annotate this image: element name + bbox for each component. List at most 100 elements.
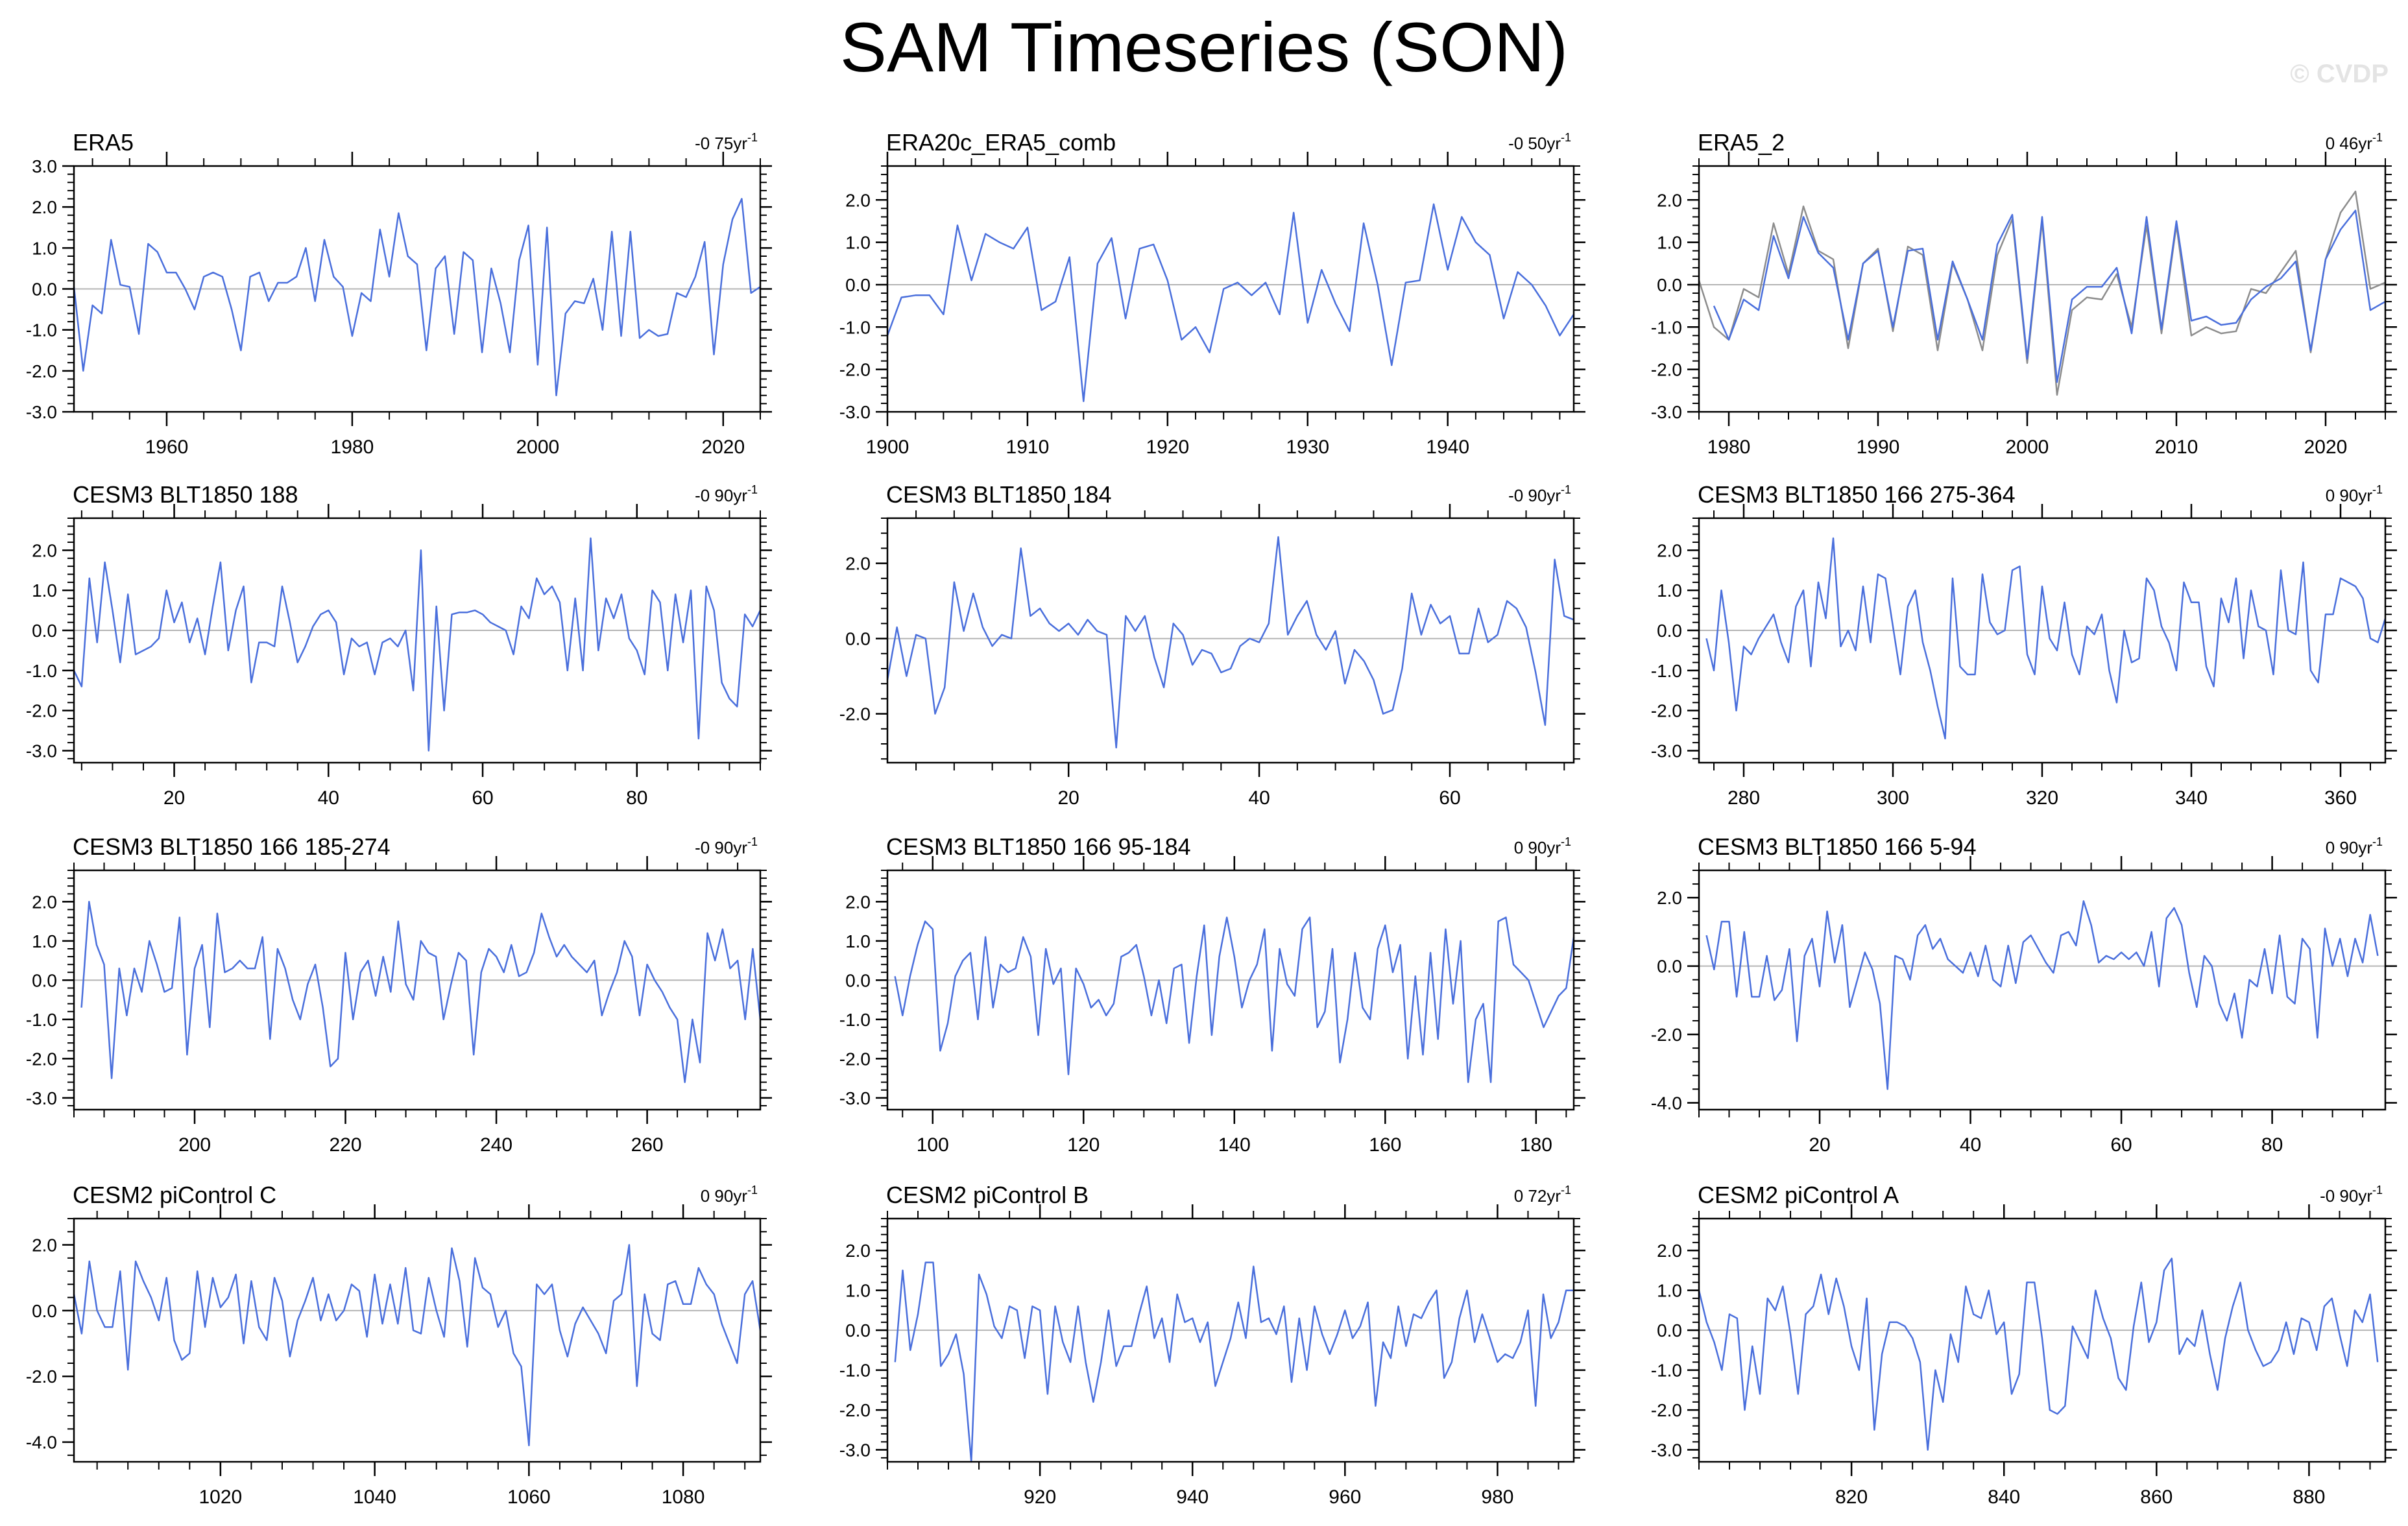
x-tick-label: 340 bbox=[2175, 787, 2208, 809]
x-tick-label: 320 bbox=[2026, 787, 2058, 809]
x-tick-label: 1980 bbox=[331, 436, 374, 458]
y-tick-label: 1.0 bbox=[1657, 1281, 1682, 1301]
plot-frame bbox=[73, 517, 762, 764]
y-tick-label: 0.0 bbox=[845, 1320, 871, 1341]
x-tick-label: 360 bbox=[2324, 787, 2357, 809]
x-tick-label: 1920 bbox=[1146, 436, 1189, 458]
page-title: SAM Timeseries (SON) bbox=[839, 8, 1569, 86]
plot-frame bbox=[73, 869, 762, 1111]
x-tick-label: 1940 bbox=[1426, 436, 1469, 458]
chart-panel: CESM3 BLT1850 166 275-364 0 90yr-1 280 300 3… bbox=[1651, 481, 2397, 809]
x-tick-label: 2020 bbox=[2304, 436, 2348, 458]
x-tick-label: 80 bbox=[2261, 1134, 2283, 1156]
x-tick-label: 40 bbox=[1248, 787, 1270, 809]
y-tick-label: 0.0 bbox=[1657, 275, 1682, 295]
y-tick-label: -2.0 bbox=[26, 1366, 57, 1387]
chart-panel: ERA5 -0 75yr-1 1960 1980 2000 2020 -3.0 -2.0 -1.… bbox=[26, 129, 772, 458]
x-tick-label: 1060 bbox=[507, 1486, 551, 1508]
x-tick-label: 820 bbox=[1835, 1486, 1868, 1508]
y-tick-label: -3.0 bbox=[839, 1440, 871, 1460]
y-tick-label: 2.0 bbox=[845, 554, 871, 574]
y-tick-label: -1.0 bbox=[1651, 661, 1682, 681]
y-tick-label: -2.0 bbox=[1651, 1025, 1682, 1045]
y-tick-label: -1.0 bbox=[26, 1010, 57, 1030]
y-tick-label: 2.0 bbox=[1657, 540, 1682, 560]
plot-frame bbox=[886, 165, 1575, 413]
y-tick-label: 2.0 bbox=[1657, 190, 1682, 210]
y-tick-label: -4.0 bbox=[1651, 1093, 1682, 1113]
x-tick-label: 1040 bbox=[353, 1486, 396, 1508]
y-tick-label: 1.0 bbox=[32, 238, 57, 258]
x-tick-label: 180 bbox=[1520, 1134, 1552, 1156]
plot-frame bbox=[1698, 869, 2387, 1111]
y-tick-label: -1.0 bbox=[26, 661, 57, 681]
x-tick-label: 200 bbox=[178, 1134, 211, 1156]
x-tick-label: 40 bbox=[1960, 1134, 1981, 1156]
y-tick-label: -2.0 bbox=[1651, 701, 1682, 721]
plot-frame bbox=[73, 1217, 762, 1463]
panel-title: CESM2 piControl B bbox=[886, 1182, 1089, 1208]
y-tick-label: 1.0 bbox=[32, 931, 57, 951]
x-tick-label: 260 bbox=[631, 1134, 664, 1156]
y-tick-label: 0.0 bbox=[32, 1301, 57, 1321]
y-tick-label: 2.0 bbox=[1657, 888, 1682, 908]
y-tick-label: 1.0 bbox=[32, 580, 57, 601]
x-tick-label: 1080 bbox=[662, 1486, 705, 1508]
x-tick-label: 940 bbox=[1176, 1486, 1209, 1508]
trend-label: 0 90yr-1 bbox=[701, 1184, 758, 1206]
x-tick-label: 80 bbox=[626, 787, 647, 809]
x-tick-label: 20 bbox=[1809, 1134, 1830, 1156]
y-tick-label: 0.0 bbox=[32, 621, 57, 641]
x-tick-label: 40 bbox=[318, 787, 339, 809]
y-tick-label: 2.0 bbox=[845, 892, 871, 912]
x-tick-label: 920 bbox=[1024, 1486, 1056, 1508]
x-tick-label: 160 bbox=[1369, 1134, 1401, 1156]
y-tick-label: -1.0 bbox=[1651, 317, 1682, 337]
x-tick-label: 60 bbox=[2110, 1134, 2132, 1156]
series-line bbox=[73, 1244, 762, 1446]
x-tick-label: 880 bbox=[2293, 1486, 2325, 1508]
y-tick-label: 2.0 bbox=[32, 197, 57, 217]
y-tick-label: -3.0 bbox=[26, 1088, 57, 1108]
panel-title: CESM2 piControl C bbox=[73, 1182, 276, 1208]
y-tick-label: 0.0 bbox=[1657, 1320, 1682, 1341]
y-tick-label: 0.0 bbox=[32, 970, 57, 990]
x-tick-label: 280 bbox=[1728, 787, 1760, 809]
x-tick-label: 120 bbox=[1067, 1134, 1100, 1156]
y-tick-label: -2.0 bbox=[1651, 1400, 1682, 1420]
x-tick-label: 20 bbox=[163, 787, 185, 809]
plot-frame bbox=[1698, 517, 2387, 764]
x-tick-label: 2000 bbox=[516, 436, 559, 458]
y-tick-label: -3.0 bbox=[26, 402, 57, 422]
y-tick-label: 0.0 bbox=[845, 629, 871, 649]
x-tick-label: 1980 bbox=[1707, 436, 1751, 458]
series-line bbox=[894, 1261, 1574, 1463]
panel-title: CESM2 piControl A bbox=[1698, 1182, 1899, 1208]
x-tick-label: 860 bbox=[2140, 1486, 2173, 1508]
x-tick-label: 2020 bbox=[701, 436, 745, 458]
panel-title: ERA5_2 bbox=[1698, 129, 1785, 156]
series-line bbox=[886, 203, 1575, 402]
x-tick-label: 2010 bbox=[2155, 436, 2198, 458]
y-tick-label: 2.0 bbox=[845, 1241, 871, 1261]
trend-label: -0 75yr-1 bbox=[695, 131, 758, 153]
y-tick-label: -2.0 bbox=[26, 701, 57, 721]
y-tick-label: -2.0 bbox=[839, 1049, 871, 1069]
trend-label: -0 90yr-1 bbox=[695, 483, 758, 505]
panel-title: CESM3 BLT1850 166 5-94 bbox=[1698, 833, 1977, 860]
x-tick-label: 60 bbox=[1439, 787, 1460, 809]
x-tick-label: 240 bbox=[480, 1134, 512, 1156]
y-tick-label: 2.0 bbox=[1657, 1241, 1682, 1261]
y-tick-label: 3.0 bbox=[32, 156, 57, 176]
x-tick-label: 20 bbox=[1058, 787, 1079, 809]
y-tick-label: -2.0 bbox=[26, 1049, 57, 1069]
x-tick-label: 100 bbox=[917, 1134, 949, 1156]
y-tick-label: 0.0 bbox=[32, 280, 57, 300]
x-tick-label: 1990 bbox=[1857, 436, 1900, 458]
series-line bbox=[1705, 900, 2379, 1090]
plot-frame bbox=[1698, 165, 2387, 413]
chart-panel: CESM2 piControl A -0 90yr-1 820 840 860 880 -3… bbox=[1651, 1182, 2397, 1508]
y-tick-label: 0.0 bbox=[845, 970, 871, 990]
x-tick-label: 1020 bbox=[199, 1486, 242, 1508]
